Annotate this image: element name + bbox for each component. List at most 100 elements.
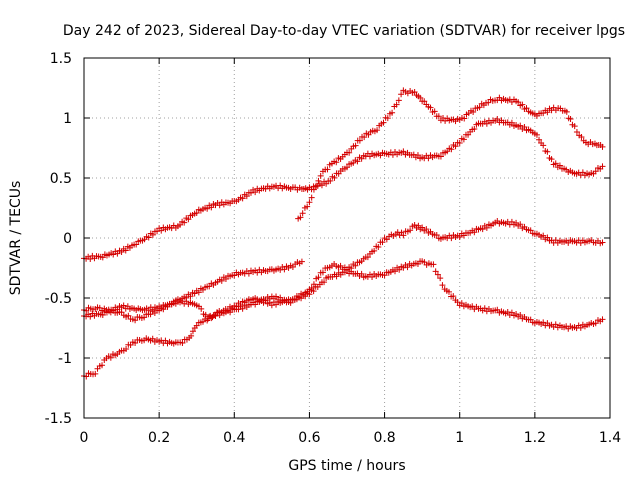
data-point bbox=[396, 266, 403, 273]
data-point bbox=[132, 317, 139, 324]
data-point bbox=[308, 194, 315, 201]
data-point bbox=[179, 340, 186, 347]
data-point bbox=[578, 133, 585, 140]
data-point bbox=[414, 152, 421, 159]
data-point bbox=[577, 324, 584, 331]
data-point bbox=[141, 314, 148, 321]
data-point bbox=[310, 186, 317, 193]
data-point bbox=[379, 239, 386, 246]
x-tick-label: 0.2 bbox=[148, 430, 170, 446]
data-point bbox=[544, 234, 551, 241]
data-point bbox=[107, 354, 114, 361]
y-tick-label: -1.5 bbox=[45, 411, 72, 427]
series-satellite-2 bbox=[295, 87, 606, 222]
data-point bbox=[563, 108, 570, 115]
data-point bbox=[439, 282, 446, 289]
data-point bbox=[352, 262, 359, 269]
data-point bbox=[517, 221, 524, 228]
data-point bbox=[494, 115, 501, 122]
data-point bbox=[185, 216, 192, 223]
data-point bbox=[456, 140, 463, 147]
marker-layer bbox=[81, 87, 606, 380]
data-point bbox=[456, 233, 463, 240]
y-tick-label: 0.5 bbox=[50, 171, 72, 187]
data-point bbox=[188, 332, 195, 339]
data-point bbox=[400, 232, 407, 239]
data-point bbox=[527, 227, 534, 234]
data-point bbox=[404, 264, 411, 271]
data-point bbox=[158, 305, 165, 312]
data-point bbox=[222, 276, 229, 283]
y-tick-label: 1.5 bbox=[50, 51, 72, 67]
data-point bbox=[454, 299, 461, 306]
data-point bbox=[461, 115, 468, 122]
data-point bbox=[344, 164, 350, 171]
data-point bbox=[149, 335, 156, 342]
axis-layer: 0 0.2 0.4 0.6 0.8 1 1.2 1.4 -1.5 -1 -0.5 0 0.5 1 1.5 bbox=[45, 51, 622, 446]
data-point bbox=[381, 272, 388, 279]
data-point bbox=[508, 119, 515, 126]
data-point bbox=[544, 148, 551, 155]
data-point bbox=[132, 340, 139, 347]
data-point bbox=[239, 195, 246, 202]
data-point bbox=[471, 229, 478, 236]
data-point bbox=[337, 262, 344, 269]
data-point bbox=[599, 316, 606, 323]
data-point bbox=[571, 123, 578, 130]
data-point bbox=[435, 113, 442, 120]
series-satellite-3 bbox=[81, 258, 305, 324]
data-point bbox=[212, 312, 219, 319]
data-point bbox=[120, 302, 127, 309]
data-point bbox=[383, 236, 390, 243]
data-point bbox=[552, 160, 559, 167]
data-point bbox=[273, 293, 280, 300]
data-point bbox=[313, 182, 320, 189]
data-point bbox=[458, 300, 465, 307]
data-point bbox=[384, 115, 391, 122]
data-point bbox=[476, 104, 483, 111]
data-point bbox=[533, 131, 540, 138]
data-point bbox=[356, 137, 363, 144]
data-point bbox=[177, 221, 184, 228]
data-point bbox=[434, 271, 441, 278]
data-point bbox=[344, 267, 350, 274]
series-satellite-1 bbox=[81, 115, 606, 263]
data-point bbox=[118, 249, 125, 255]
data-point bbox=[519, 101, 526, 108]
data-point bbox=[87, 313, 94, 320]
data-point bbox=[145, 234, 152, 241]
data-point bbox=[122, 247, 129, 254]
data-point bbox=[358, 270, 365, 277]
data-point bbox=[419, 224, 426, 231]
data-point bbox=[361, 134, 368, 141]
data-point bbox=[548, 156, 555, 163]
data-point bbox=[536, 136, 543, 143]
data-point bbox=[393, 101, 400, 108]
data-point bbox=[544, 109, 551, 116]
data-point bbox=[243, 193, 250, 200]
data-point bbox=[389, 109, 396, 116]
data-point bbox=[204, 317, 211, 324]
data-point bbox=[149, 231, 156, 238]
data-point bbox=[110, 307, 117, 314]
data-point bbox=[407, 227, 414, 234]
data-point bbox=[187, 293, 194, 300]
data-point bbox=[333, 159, 340, 166]
data-point bbox=[592, 168, 599, 175]
data-point bbox=[208, 204, 215, 211]
data-point bbox=[452, 143, 459, 150]
data-point bbox=[358, 155, 365, 162]
x-tick-label: 1.2 bbox=[524, 430, 546, 446]
data-point bbox=[125, 312, 132, 319]
data-point bbox=[204, 205, 211, 212]
x-tick-label: 0.6 bbox=[298, 430, 320, 446]
data-point bbox=[92, 370, 99, 377]
data-point bbox=[310, 288, 317, 295]
data-point bbox=[364, 254, 371, 261]
data-point bbox=[298, 295, 305, 302]
data-point bbox=[281, 266, 288, 273]
data-point bbox=[392, 268, 399, 275]
data-point bbox=[400, 148, 407, 155]
y-axis-label: SDTVAR / TECUs bbox=[8, 181, 24, 296]
